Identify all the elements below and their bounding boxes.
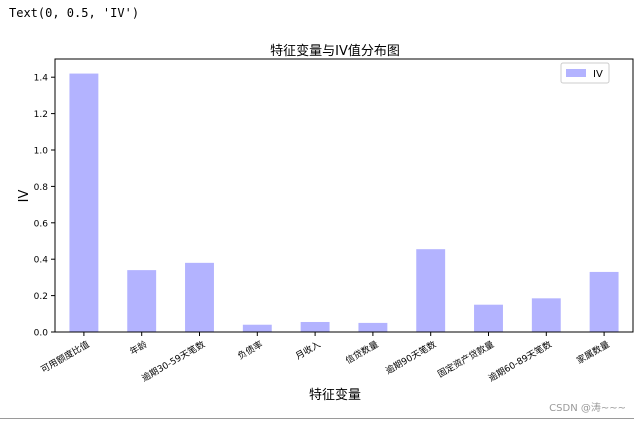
x-tick-label: 固定资产贷款量: [435, 338, 496, 380]
watermark: CSDN @涛~~~: [549, 403, 626, 414]
x-tick-label: 年龄: [128, 338, 150, 357]
y-tick-label: 0.0: [34, 329, 49, 339]
y-axis: 0.0 0.2 0.4 0.6 0.8 1.0 1.2 1.4: [34, 74, 55, 339]
legend: IV: [560, 62, 610, 84]
bar: [69, 73, 99, 332]
iv-bar-chart: 特征变量与IV值分布图 0.0 0.2 0.4 0.6 0.8 1.0 1.2 1.4 可用额…: [17, 43, 634, 403]
y-tick-label: 0.6: [34, 219, 49, 229]
x-tick-label: 家属数量: [574, 338, 611, 366]
x-tick-label: 逾期60-89天笔数: [486, 338, 554, 384]
y-tick-label: 0.2: [34, 292, 48, 302]
y-tick-label: 0.8: [34, 183, 49, 193]
x-tick-label: 信贷数量: [343, 338, 380, 366]
bar: [358, 322, 388, 332]
bar: [185, 262, 214, 332]
bar: [127, 270, 157, 332]
legend-label: IV: [593, 69, 603, 80]
console-output: Text(0, 0.5, 'IV'): [9, 6, 140, 20]
bottom-divider: [0, 418, 634, 419]
legend-swatch: [566, 69, 586, 77]
y-tick-label: 1.4: [34, 74, 49, 84]
bar: [300, 321, 330, 332]
x-tick-label: 负债率: [235, 338, 264, 362]
bar: [242, 324, 272, 332]
y-tick-label: 1.0: [34, 147, 49, 157]
y-tick-label: 0.4: [34, 256, 49, 266]
plot-frame: [54, 58, 634, 333]
bar: [589, 271, 619, 332]
x-tick-label: 逾期90天笔数: [383, 338, 438, 377]
x-tick-label: 月收入: [293, 338, 322, 362]
y-tick-label: 1.2: [34, 110, 48, 120]
x-tick-label: 逾期30-59天笔数: [139, 338, 207, 384]
x-axis-label: 特征变量: [309, 387, 361, 403]
bar-series: [69, 73, 619, 332]
y-axis-label: IV: [17, 190, 32, 203]
bar: [416, 249, 446, 332]
bar: [474, 304, 503, 332]
x-tick-label: 可用额度比值: [39, 338, 92, 375]
bar: [531, 298, 561, 332]
chart-title: 特征变量与IV值分布图: [270, 43, 400, 59]
